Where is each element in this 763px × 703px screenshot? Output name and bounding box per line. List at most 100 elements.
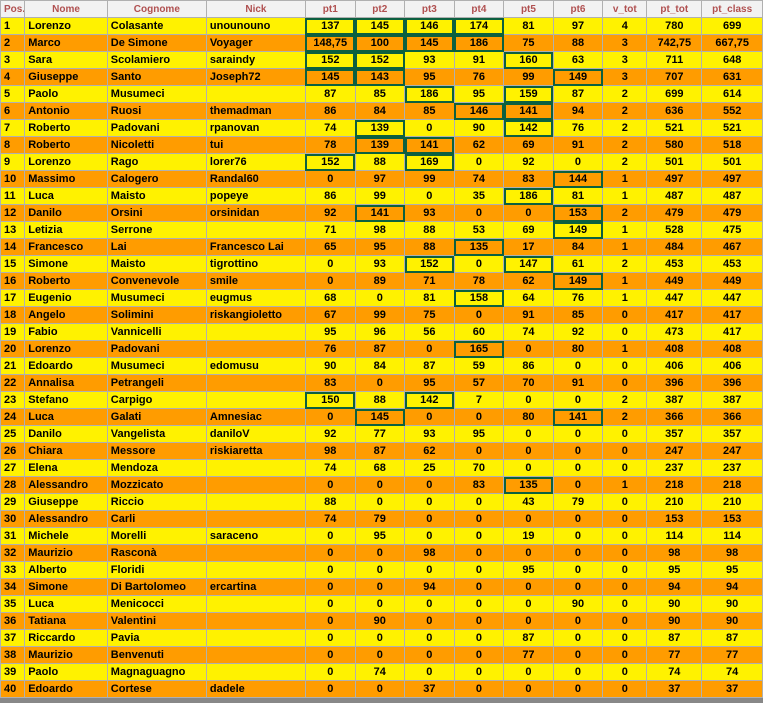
cell: 0 — [553, 477, 603, 494]
col-header: pt6 — [553, 1, 603, 18]
cell: 10 — [1, 171, 25, 188]
cell: 76 — [454, 69, 504, 86]
table-row: 7RobertoPadovanirpanovan7413909014276252… — [1, 120, 763, 137]
cell: 61 — [553, 256, 603, 273]
cell: 99 — [355, 307, 405, 324]
cell: Valentini — [107, 613, 206, 630]
cell: 70 — [504, 375, 554, 392]
cell: 0 — [454, 307, 504, 324]
cell: Mozzicato — [107, 477, 206, 494]
cell: Musumeci — [107, 86, 206, 103]
cell: 95 — [355, 239, 405, 256]
cell: 141 — [355, 205, 405, 222]
cell: 114 — [647, 528, 702, 545]
cell: 81 — [405, 290, 455, 307]
cell: 357 — [702, 426, 763, 443]
cell: Messore — [107, 443, 206, 460]
cell: 0 — [454, 664, 504, 681]
cell: Magnaguagno — [107, 664, 206, 681]
cell: 0 — [504, 341, 554, 358]
cell: Vannicelli — [107, 324, 206, 341]
col-header: pt2 — [355, 1, 405, 18]
cell: Riccardo — [25, 630, 108, 647]
table-row: 12DaniloOrsiniorsinidan92141930015324794… — [1, 205, 763, 222]
cell: 17 — [1, 290, 25, 307]
cell: 521 — [647, 120, 702, 137]
cell: Massimo — [25, 171, 108, 188]
cell: edomusu — [206, 358, 305, 375]
cell: 0 — [454, 409, 504, 426]
cell: 1 — [603, 341, 647, 358]
cell: Lai — [107, 239, 206, 256]
cell: 0 — [553, 426, 603, 443]
cell: 6 — [1, 103, 25, 120]
cell: Lorenzo — [25, 18, 108, 35]
cell: 2 — [603, 205, 647, 222]
cell: 186 — [405, 86, 455, 103]
cell: De Simone — [107, 35, 206, 52]
cell: Edoardo — [25, 681, 108, 698]
cell: 22 — [1, 375, 25, 392]
cell: Antonio — [25, 103, 108, 120]
cell: 92 — [504, 154, 554, 171]
table-row: 18AngeloSoliminiriskangioletto6799750918… — [1, 307, 763, 324]
cell: 0 — [355, 375, 405, 392]
cell: 149 — [553, 69, 603, 86]
cell: 87 — [553, 86, 603, 103]
cell: 91 — [454, 52, 504, 69]
cell: 0 — [504, 443, 554, 460]
cell: 92 — [305, 205, 355, 222]
cell: 0 — [405, 494, 455, 511]
cell: 19 — [504, 528, 554, 545]
cell: 68 — [355, 460, 405, 477]
cell: 2 — [603, 154, 647, 171]
cell: Danilo — [25, 205, 108, 222]
cell — [206, 86, 305, 103]
cell: 0 — [603, 358, 647, 375]
cell — [206, 392, 305, 409]
cell: Musumeci — [107, 358, 206, 375]
cell: 0 — [603, 647, 647, 664]
cell: 475 — [702, 222, 763, 239]
cell: 165 — [454, 341, 504, 358]
col-header: Nome — [25, 1, 108, 18]
cell: 89 — [355, 273, 405, 290]
cell: 37 — [1, 630, 25, 647]
cell: 160 — [504, 52, 554, 69]
table-row: 23StefanoCarpigo150881427002387387 — [1, 392, 763, 409]
cell: 186 — [454, 35, 504, 52]
cell: 7 — [454, 392, 504, 409]
table-row: 1LorenzoColasanteunounouno13714514617481… — [1, 18, 763, 35]
cell: 145 — [305, 69, 355, 86]
cell: 3 — [1, 52, 25, 69]
cell: rpanovan — [206, 120, 305, 137]
cell — [206, 613, 305, 630]
cell: Annalisa — [25, 375, 108, 392]
cell: 33 — [1, 562, 25, 579]
cell: Carli — [107, 511, 206, 528]
cell: 77 — [355, 426, 405, 443]
cell: 2 — [1, 35, 25, 52]
cell: 0 — [355, 579, 405, 596]
cell: 31 — [1, 528, 25, 545]
cell: 77 — [647, 647, 702, 664]
cell: 0 — [504, 596, 554, 613]
cell: Floridi — [107, 562, 206, 579]
cell: 0 — [603, 630, 647, 647]
cell — [206, 596, 305, 613]
cell: 152 — [355, 52, 405, 69]
cell: 146 — [405, 18, 455, 35]
cell: 88 — [355, 154, 405, 171]
table-row: 25DaniloVangelistadaniloV927793950003573… — [1, 426, 763, 443]
cell: 71 — [405, 273, 455, 290]
cell: 0 — [405, 477, 455, 494]
cell: 37 — [702, 681, 763, 698]
cell: 63 — [553, 52, 603, 69]
cell: 142 — [405, 392, 455, 409]
table-row: 30AlessandroCarli747900000153153 — [1, 511, 763, 528]
cell: eugmus — [206, 290, 305, 307]
cell: 1 — [603, 477, 647, 494]
table-row: 4GiuseppeSantoJoseph72145143957699149370… — [1, 69, 763, 86]
table-row: 22AnnalisaPetrangeli830955770910396396 — [1, 375, 763, 392]
cell: 79 — [355, 511, 405, 528]
